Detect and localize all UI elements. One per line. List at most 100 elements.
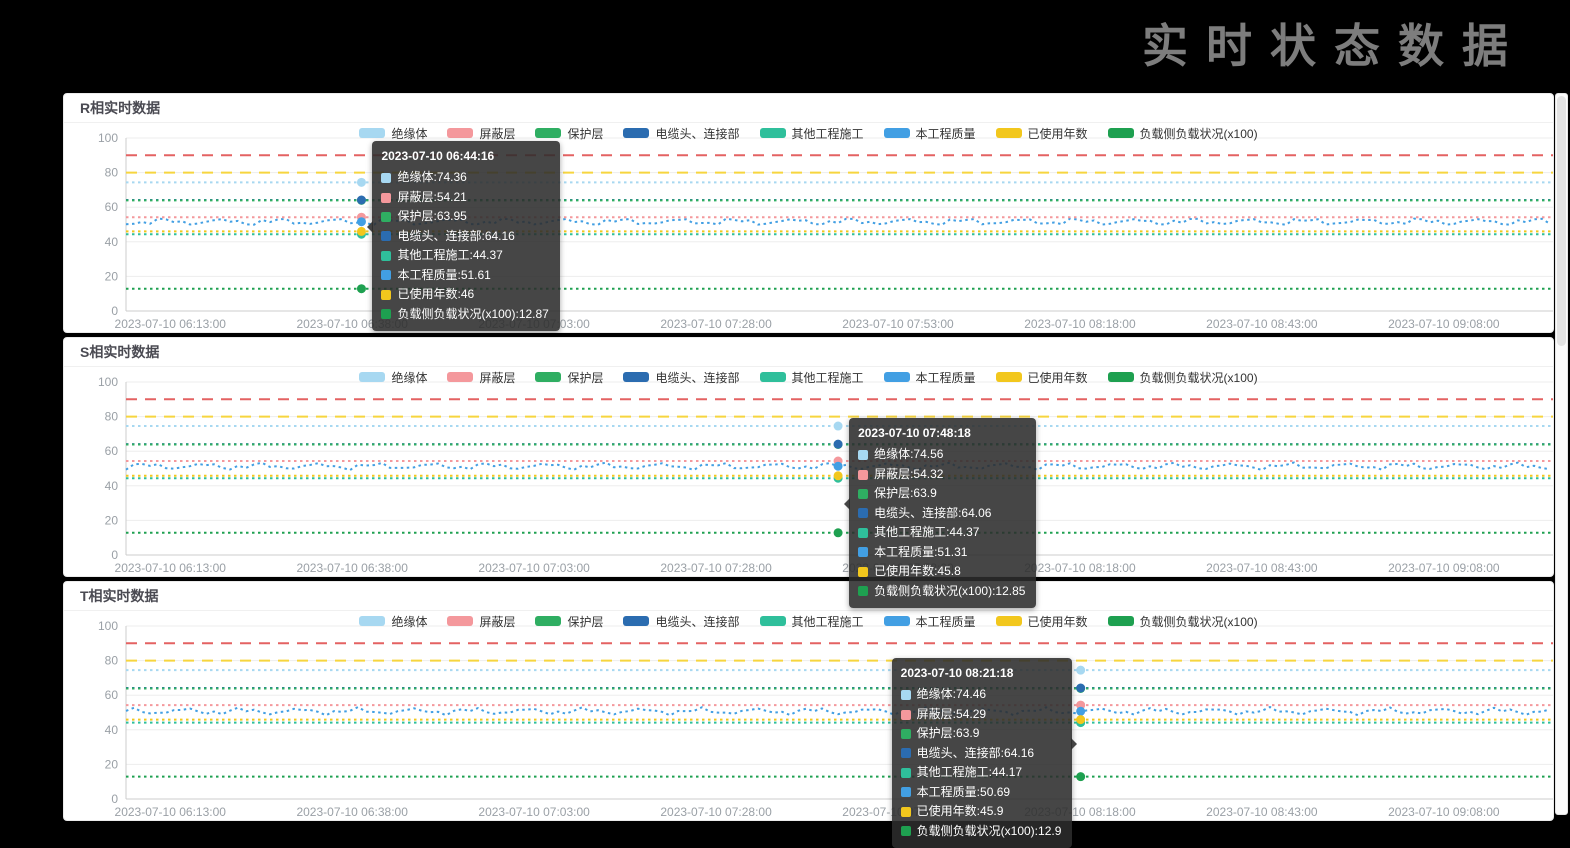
chart-card-t-phase: T相实时数据 绝缘体 屏蔽层 保护层 电缆头、连接部 其他工程施工 本工程质量 已使用年数 负载… — [63, 581, 1554, 848]
tooltip-series-value: 12.9 — [1038, 823, 1062, 838]
legend-item[interactable]: 本工程质量 — [883, 125, 976, 142]
x-tick-label: 2023-07-10 07:28:00 — [660, 805, 772, 819]
tooltip-series-value: 64.16 — [484, 228, 515, 243]
tooltip-series-label: 绝缘体 — [397, 168, 436, 187]
scrollbar[interactable] — [1555, 93, 1568, 815]
tooltip-series-label: 保护层 — [874, 484, 913, 503]
x-tick-label: 2023-07-10 09:08:00 — [1388, 317, 1500, 331]
legend-item[interactable]: 屏蔽层 — [447, 369, 515, 386]
hover-point — [1076, 665, 1086, 675]
legend-item[interactable]: 负载侧负载状况(x100) — [1107, 613, 1258, 630]
legend-marker-icon — [623, 128, 650, 138]
legend-item[interactable]: 负载侧负载状况(x100) — [1107, 125, 1258, 142]
x-tick-label: 2023-07-10 06:38:00 — [296, 561, 408, 575]
tooltip-row: 负载侧负载状况(x100)12.87 — [381, 305, 549, 324]
legend-marker-icon — [447, 616, 474, 626]
x-tick-label: 2023-07-10 08:43:00 — [1206, 317, 1318, 331]
tooltip-series-label: 屏蔽层 — [917, 705, 956, 724]
hover-point — [1076, 715, 1086, 725]
chart-legend: 绝缘体 屏蔽层 保护层 电缆头、连接部 其他工程施工 本工程质量 已使用年数 负载侧负载状况(… — [64, 369, 1553, 385]
charts-container: R相实时数据 绝缘体 屏蔽层 保护层 电缆头、连接部 其他工程施工 本工程质量 已使用年数 负载… — [63, 93, 1554, 848]
tooltip-row: 其他工程施工44.17 — [900, 763, 1062, 782]
tooltip-series-marker-icon — [858, 547, 869, 558]
page-title: 实时状态数据 — [1142, 20, 1526, 72]
tooltip-series-marker-icon — [381, 309, 392, 320]
legend-label: 绝缘体 — [391, 370, 428, 385]
legend-marker-icon — [883, 372, 910, 382]
legend-label: 负载侧负载状况(x100) — [1139, 614, 1258, 629]
tooltip-series-label: 电缆头、连接部 — [397, 227, 484, 246]
tooltip-series-marker-icon — [900, 826, 911, 837]
legend-item[interactable]: 绝缘体 — [359, 369, 427, 386]
tooltip-series-marker-icon — [900, 767, 911, 778]
hover-point — [356, 284, 366, 294]
tooltip-series-value: 51.31 — [937, 544, 968, 559]
tooltip-series-label: 本工程质量 — [874, 543, 937, 562]
legend-item[interactable]: 其他工程施工 — [759, 125, 864, 142]
x-tick-label: 2023-07-10 07:03:00 — [478, 561, 590, 575]
legend-marker-icon — [995, 616, 1022, 626]
x-tick-label: 2023-07-10 09:08:00 — [1388, 561, 1500, 575]
tooltip-series-value: 64.06 — [961, 505, 992, 520]
chart-plot-r-phase[interactable]: 绝缘体 屏蔽层 保护层 电缆头、连接部 其他工程施工 本工程质量 已使用年数 负载侧负载状况(… — [64, 123, 1553, 334]
legend-item[interactable]: 已使用年数 — [995, 613, 1088, 630]
legend-item[interactable]: 电缆头、连接部 — [623, 125, 740, 142]
legend-item[interactable]: 保护层 — [535, 369, 603, 386]
tooltip-row: 绝缘体74.46 — [900, 685, 1062, 704]
tooltip-series-marker-icon — [381, 212, 392, 223]
y-tick-label: 0 — [111, 304, 118, 318]
tooltip-series-label: 屏蔽层 — [397, 188, 436, 207]
chart-title: S相实时数据 — [64, 338, 1553, 367]
scrollbar-thumb[interactable] — [1557, 96, 1566, 346]
legend-item[interactable]: 保护层 — [535, 613, 603, 630]
tooltip-series-marker-icon — [900, 690, 911, 701]
legend-item[interactable]: 绝缘体 — [359, 125, 427, 142]
y-tick-label: 60 — [105, 200, 119, 214]
tooltip-series-label: 负载侧负载状况(x100) — [397, 305, 518, 324]
tooltip-series-marker-icon — [900, 748, 911, 759]
tooltip-series-label: 电缆头、连接部 — [917, 744, 1004, 763]
chart-plot-s-phase[interactable]: 绝缘体 屏蔽层 保护层 电缆头、连接部 其他工程施工 本工程质量 已使用年数 负载侧负载状况(… — [64, 367, 1553, 608]
legend-item[interactable]: 本工程质量 — [883, 613, 976, 630]
tooltip-series-value: 74.36 — [436, 170, 467, 185]
legend-item[interactable]: 已使用年数 — [995, 369, 1088, 386]
legend-item[interactable]: 保护层 — [535, 125, 603, 142]
x-tick-label: 2023-07-10 07:28:00 — [660, 561, 772, 575]
legend-marker-icon — [759, 616, 786, 626]
tooltip-row: 已使用年数46 — [381, 285, 548, 304]
chart-plot-t-phase[interactable]: 绝缘体 屏蔽层 保护层 电缆头、连接部 其他工程施工 本工程质量 已使用年数 负载侧负载状况(… — [64, 611, 1553, 848]
hover-point — [833, 471, 843, 481]
tooltip-series-value: 74.46 — [956, 687, 987, 702]
hover-point — [1076, 772, 1086, 782]
legend-item[interactable]: 其他工程施工 — [759, 613, 864, 630]
legend-item[interactable]: 屏蔽层 — [447, 613, 515, 630]
tooltip-series-label: 负载侧负载状况(x100) — [874, 582, 995, 601]
hover-point — [1076, 700, 1086, 710]
legend-item[interactable]: 其他工程施工 — [759, 369, 864, 386]
tooltip-row: 保护层63.9 — [900, 724, 1062, 743]
legend-label: 其他工程施工 — [791, 370, 864, 385]
legend-marker-icon — [995, 128, 1022, 138]
tooltip-series-value: 64.16 — [1004, 745, 1035, 760]
tooltip-series-label: 本工程质量 — [397, 266, 460, 285]
tooltip-row: 电缆头、连接部64.16 — [900, 744, 1062, 763]
hover-point — [833, 461, 843, 471]
tooltip-series-value: 45.9 — [980, 804, 1004, 819]
tooltip-series-value: 46 — [460, 287, 475, 302]
y-tick-label: 0 — [111, 792, 118, 806]
x-tick-label: 2023-07-10 08:43:00 — [1206, 561, 1318, 575]
tooltip-series-marker-icon — [858, 469, 869, 480]
legend-item[interactable]: 绝缘体 — [359, 613, 427, 630]
legend-item[interactable]: 屏蔽层 — [447, 125, 515, 142]
tooltip-caret-icon — [361, 220, 374, 233]
legend-item[interactable]: 本工程质量 — [883, 369, 976, 386]
legend-marker-icon — [447, 372, 474, 382]
tooltip-series-value: 54.29 — [956, 706, 987, 721]
legend-item[interactable]: 负载侧负载状况(x100) — [1107, 369, 1258, 386]
legend-item[interactable]: 已使用年数 — [995, 125, 1088, 142]
legend-item[interactable]: 电缆头、连接部 — [623, 369, 740, 386]
legend-item[interactable]: 电缆头、连接部 — [623, 613, 740, 630]
x-tick-label: 2023-07-10 06:13:00 — [115, 317, 227, 331]
legend-label: 本工程质量 — [915, 614, 976, 629]
legend-label: 屏蔽层 — [479, 614, 516, 629]
